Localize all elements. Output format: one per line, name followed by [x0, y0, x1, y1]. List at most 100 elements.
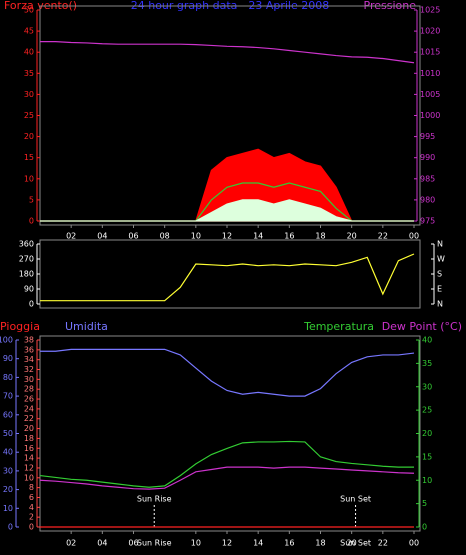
- y-tick-label: 50: [24, 6, 34, 15]
- x-tick-label: 06: [128, 232, 138, 241]
- y-tick-label: 35: [24, 69, 34, 78]
- y-tick-label: 995: [420, 132, 435, 141]
- plot-frame: [39, 239, 421, 309]
- y-tick-label: N: [437, 240, 443, 249]
- y-tick-label: 30: [24, 375, 34, 384]
- y-tick-label: 975: [420, 217, 435, 226]
- y-tick-label: 38: [24, 336, 34, 345]
- x-tick-label: 02: [66, 232, 76, 241]
- y-tick-label: 40: [422, 336, 432, 345]
- x-tick-label: 16: [284, 539, 294, 548]
- x-tick-label: 22: [378, 232, 388, 241]
- y-tick-label: 80: [3, 373, 13, 382]
- y-tick-label: 12: [24, 463, 34, 472]
- x-tick-label: 18: [315, 232, 325, 241]
- y-tick-label: 0: [29, 217, 34, 226]
- y-tick-label: 1000: [420, 111, 440, 120]
- y-tick-label: 20: [24, 132, 34, 141]
- x-tick-label: 10: [191, 539, 201, 548]
- series-line: [40, 348, 415, 397]
- x-tick-label: 04: [97, 539, 107, 548]
- y-tick-label: 15: [24, 153, 34, 162]
- series-line: [39, 440, 414, 488]
- legend-label: Pioggia: [0, 320, 40, 333]
- annotation-axis-label: Sun Set: [340, 539, 371, 548]
- y-tick-label: N: [437, 300, 443, 309]
- y-tick-label: 70: [3, 392, 13, 401]
- y-tick-label: 30: [24, 90, 34, 99]
- x-tick-label: 20: [347, 232, 357, 241]
- y-tick-label: 980: [420, 195, 435, 204]
- y-tick-label: 15: [422, 452, 432, 461]
- y-tick-label: 25: [24, 111, 34, 120]
- y-tick-label: 20: [24, 424, 34, 433]
- x-tick-label: 14: [253, 232, 263, 241]
- x-tick-label: 12: [222, 232, 232, 241]
- x-tick-label: 08: [160, 232, 170, 241]
- legend-label: Dew Point (°C): [382, 320, 462, 333]
- y-tick-label: 10: [24, 174, 34, 183]
- annotation-axis-label: Sun Rise: [137, 539, 172, 548]
- series-line: [39, 466, 415, 490]
- x-tick-label: 00: [409, 539, 419, 548]
- y-tick-label: 360: [19, 240, 34, 249]
- x-tick-label: 00: [409, 232, 419, 241]
- y-tick-label: 40: [3, 448, 13, 457]
- series-line: [40, 41, 415, 64]
- y-tick-label: 60: [3, 410, 13, 419]
- y-tick-label: 10: [422, 476, 432, 485]
- y-tick-label: 90: [3, 354, 13, 363]
- y-tick-label: 90: [24, 285, 34, 294]
- y-tick-label: 2: [29, 513, 34, 522]
- y-tick-label: 0: [29, 300, 34, 309]
- series-line: [40, 253, 415, 302]
- y-tick-label: E: [437, 285, 442, 294]
- y-tick-label: 0: [29, 523, 34, 532]
- x-tick-label: 12: [222, 539, 232, 548]
- y-tick-label: 14: [24, 454, 34, 463]
- y-tick-label: 20: [3, 485, 13, 494]
- y-tick-label: 36: [24, 345, 34, 354]
- y-tick-label: 8: [29, 483, 34, 492]
- y-tick-label: 24: [24, 404, 34, 413]
- y-tick-label: 16: [24, 444, 34, 453]
- y-tick-label: 1025: [420, 6, 440, 15]
- y-tick-label: 985: [420, 174, 435, 183]
- y-tick-label: 1020: [420, 27, 440, 36]
- y-tick-label: 25: [422, 406, 432, 415]
- y-tick-label: 5: [422, 499, 427, 508]
- y-tick-label: 28: [24, 385, 34, 394]
- y-tick-label: 32: [24, 365, 34, 374]
- y-tick-label: 100: [0, 336, 13, 345]
- plot-frame: [39, 335, 421, 532]
- annotation: Sun Set: [340, 495, 371, 504]
- y-tick-label: 10: [3, 504, 13, 513]
- x-tick-label: 20: [347, 539, 357, 548]
- y-tick-label: 10: [24, 473, 34, 482]
- x-tick-label: 02: [66, 539, 76, 548]
- y-tick-label: 22: [24, 414, 34, 423]
- x-tick-label: 10: [191, 232, 201, 241]
- y-tick-label: W: [437, 255, 445, 264]
- legend-label: Temperatura: [303, 320, 374, 333]
- y-tick-label: 30: [422, 382, 432, 391]
- x-tick-label: 16: [284, 232, 294, 241]
- y-tick-label: S: [437, 270, 442, 279]
- y-tick-label: 270: [19, 255, 34, 264]
- y-tick-label: 5: [29, 195, 34, 204]
- y-tick-label: 45: [24, 27, 34, 36]
- y-tick-label: 34: [24, 355, 34, 364]
- series-line: [40, 199, 414, 222]
- y-tick-label: 40: [24, 48, 34, 57]
- y-tick-label: 6: [29, 493, 34, 502]
- x-tick-label: 18: [315, 539, 325, 548]
- y-tick-label: 26: [24, 395, 34, 404]
- y-tick-label: 18: [24, 434, 34, 443]
- y-tick-label: 1015: [420, 48, 440, 57]
- y-tick-label: 35: [422, 359, 432, 368]
- y-tick-label: 20: [422, 429, 432, 438]
- x-tick-label: 14: [253, 539, 263, 548]
- y-tick-label: 50: [3, 429, 13, 438]
